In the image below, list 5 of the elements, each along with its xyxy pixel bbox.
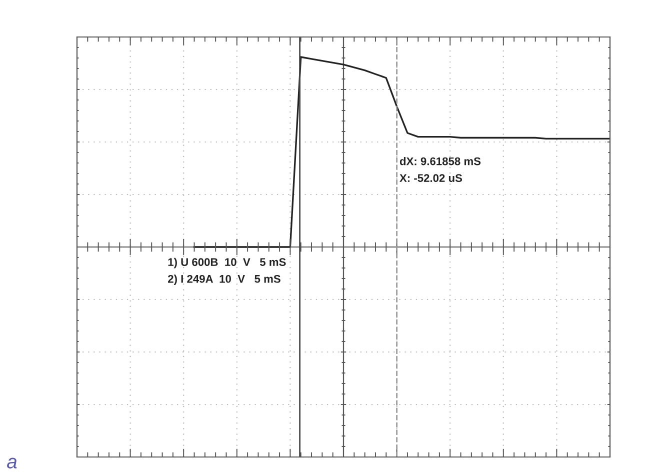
annotation: X: -52.02 uS bbox=[400, 174, 462, 182]
text: 1) U 600B 10 V 5 mS bbox=[168, 258, 286, 268]
text: a bbox=[7, 458, 17, 468]
text: 2) I 249A 10 V 5 mS bbox=[168, 274, 280, 286]
annotation: dX: 9.61858 mS bbox=[400, 157, 481, 166]
